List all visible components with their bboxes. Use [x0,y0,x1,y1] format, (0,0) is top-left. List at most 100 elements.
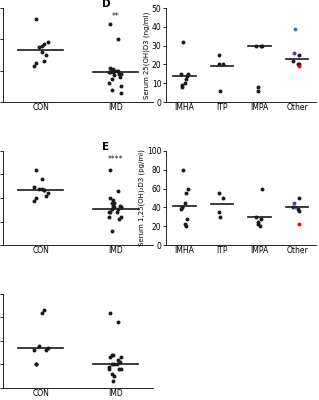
Point [254,42,259,49]
Point [220,195,225,201]
Text: **: ** [112,12,120,21]
Point [119,71,124,77]
Point [107,69,112,76]
Point [111,66,116,72]
Point [40,185,45,192]
Point [33,166,38,173]
Point [185,185,190,192]
Point [179,204,184,211]
Y-axis label: Serum 1,25(OH)₂D3 (pg/ml): Serum 1,25(OH)₂D3 (pg/ml) [139,150,145,246]
Point [179,82,184,88]
Point [111,69,116,76]
Point [42,41,47,47]
Point [40,49,45,55]
Point [259,42,264,49]
Point [112,72,117,79]
Point [178,206,183,212]
Point [296,195,301,201]
Point [292,204,297,211]
Point [109,371,114,377]
Point [106,214,111,220]
Point [296,208,301,214]
Point [44,52,49,58]
Point [112,68,117,74]
Point [295,206,300,212]
Point [258,223,263,230]
Point [216,52,221,58]
Point [114,361,119,368]
Point [119,214,124,220]
Point [216,190,221,196]
Point [108,195,113,201]
Point [117,71,122,77]
Point [256,221,261,228]
Point [112,373,117,380]
Point [292,26,297,32]
Point [42,307,47,314]
Point [259,42,264,49]
Point [32,347,37,354]
Point [259,185,264,192]
Point [110,75,115,82]
Point [40,310,45,316]
Point [118,74,123,80]
Point [40,42,45,49]
Point [181,39,186,45]
Point [109,352,115,358]
Point [119,366,124,372]
Text: E: E [102,142,109,152]
Point [185,71,190,77]
Point [108,20,113,27]
Point [116,68,121,74]
Point [116,356,121,363]
Point [117,216,122,222]
Point [44,193,49,199]
Point [109,86,114,93]
Point [33,16,38,22]
Point [33,361,38,368]
Point [297,63,302,70]
Point [259,216,264,222]
Point [109,68,115,74]
Point [107,209,112,215]
Point [296,61,301,68]
Point [217,88,222,94]
Point [33,195,38,201]
Point [36,185,41,192]
Point [115,188,120,195]
Point [31,184,36,190]
Point [36,44,41,50]
Point [217,209,222,215]
Point [112,200,117,206]
Point [107,209,112,215]
Point [109,200,115,206]
Point [108,354,113,361]
Point [297,221,302,228]
Point [119,83,124,90]
Point [256,84,261,90]
Point [36,342,41,349]
Point [110,206,115,212]
Point [111,352,116,358]
Point [106,69,111,76]
Point [119,90,124,96]
Point [107,80,112,86]
Point [184,72,189,79]
Text: ****: **** [108,155,124,164]
Point [109,228,114,234]
Point [217,214,222,220]
Point [181,166,186,173]
Point [182,221,188,228]
Point [40,176,45,182]
Point [42,187,47,194]
Point [119,354,124,361]
Point [106,366,111,372]
Point [118,202,123,209]
Point [295,61,300,68]
Point [179,204,184,211]
Point [179,84,184,90]
Point [33,60,38,66]
Point [33,361,38,368]
Point [32,198,37,204]
Point [183,190,189,196]
